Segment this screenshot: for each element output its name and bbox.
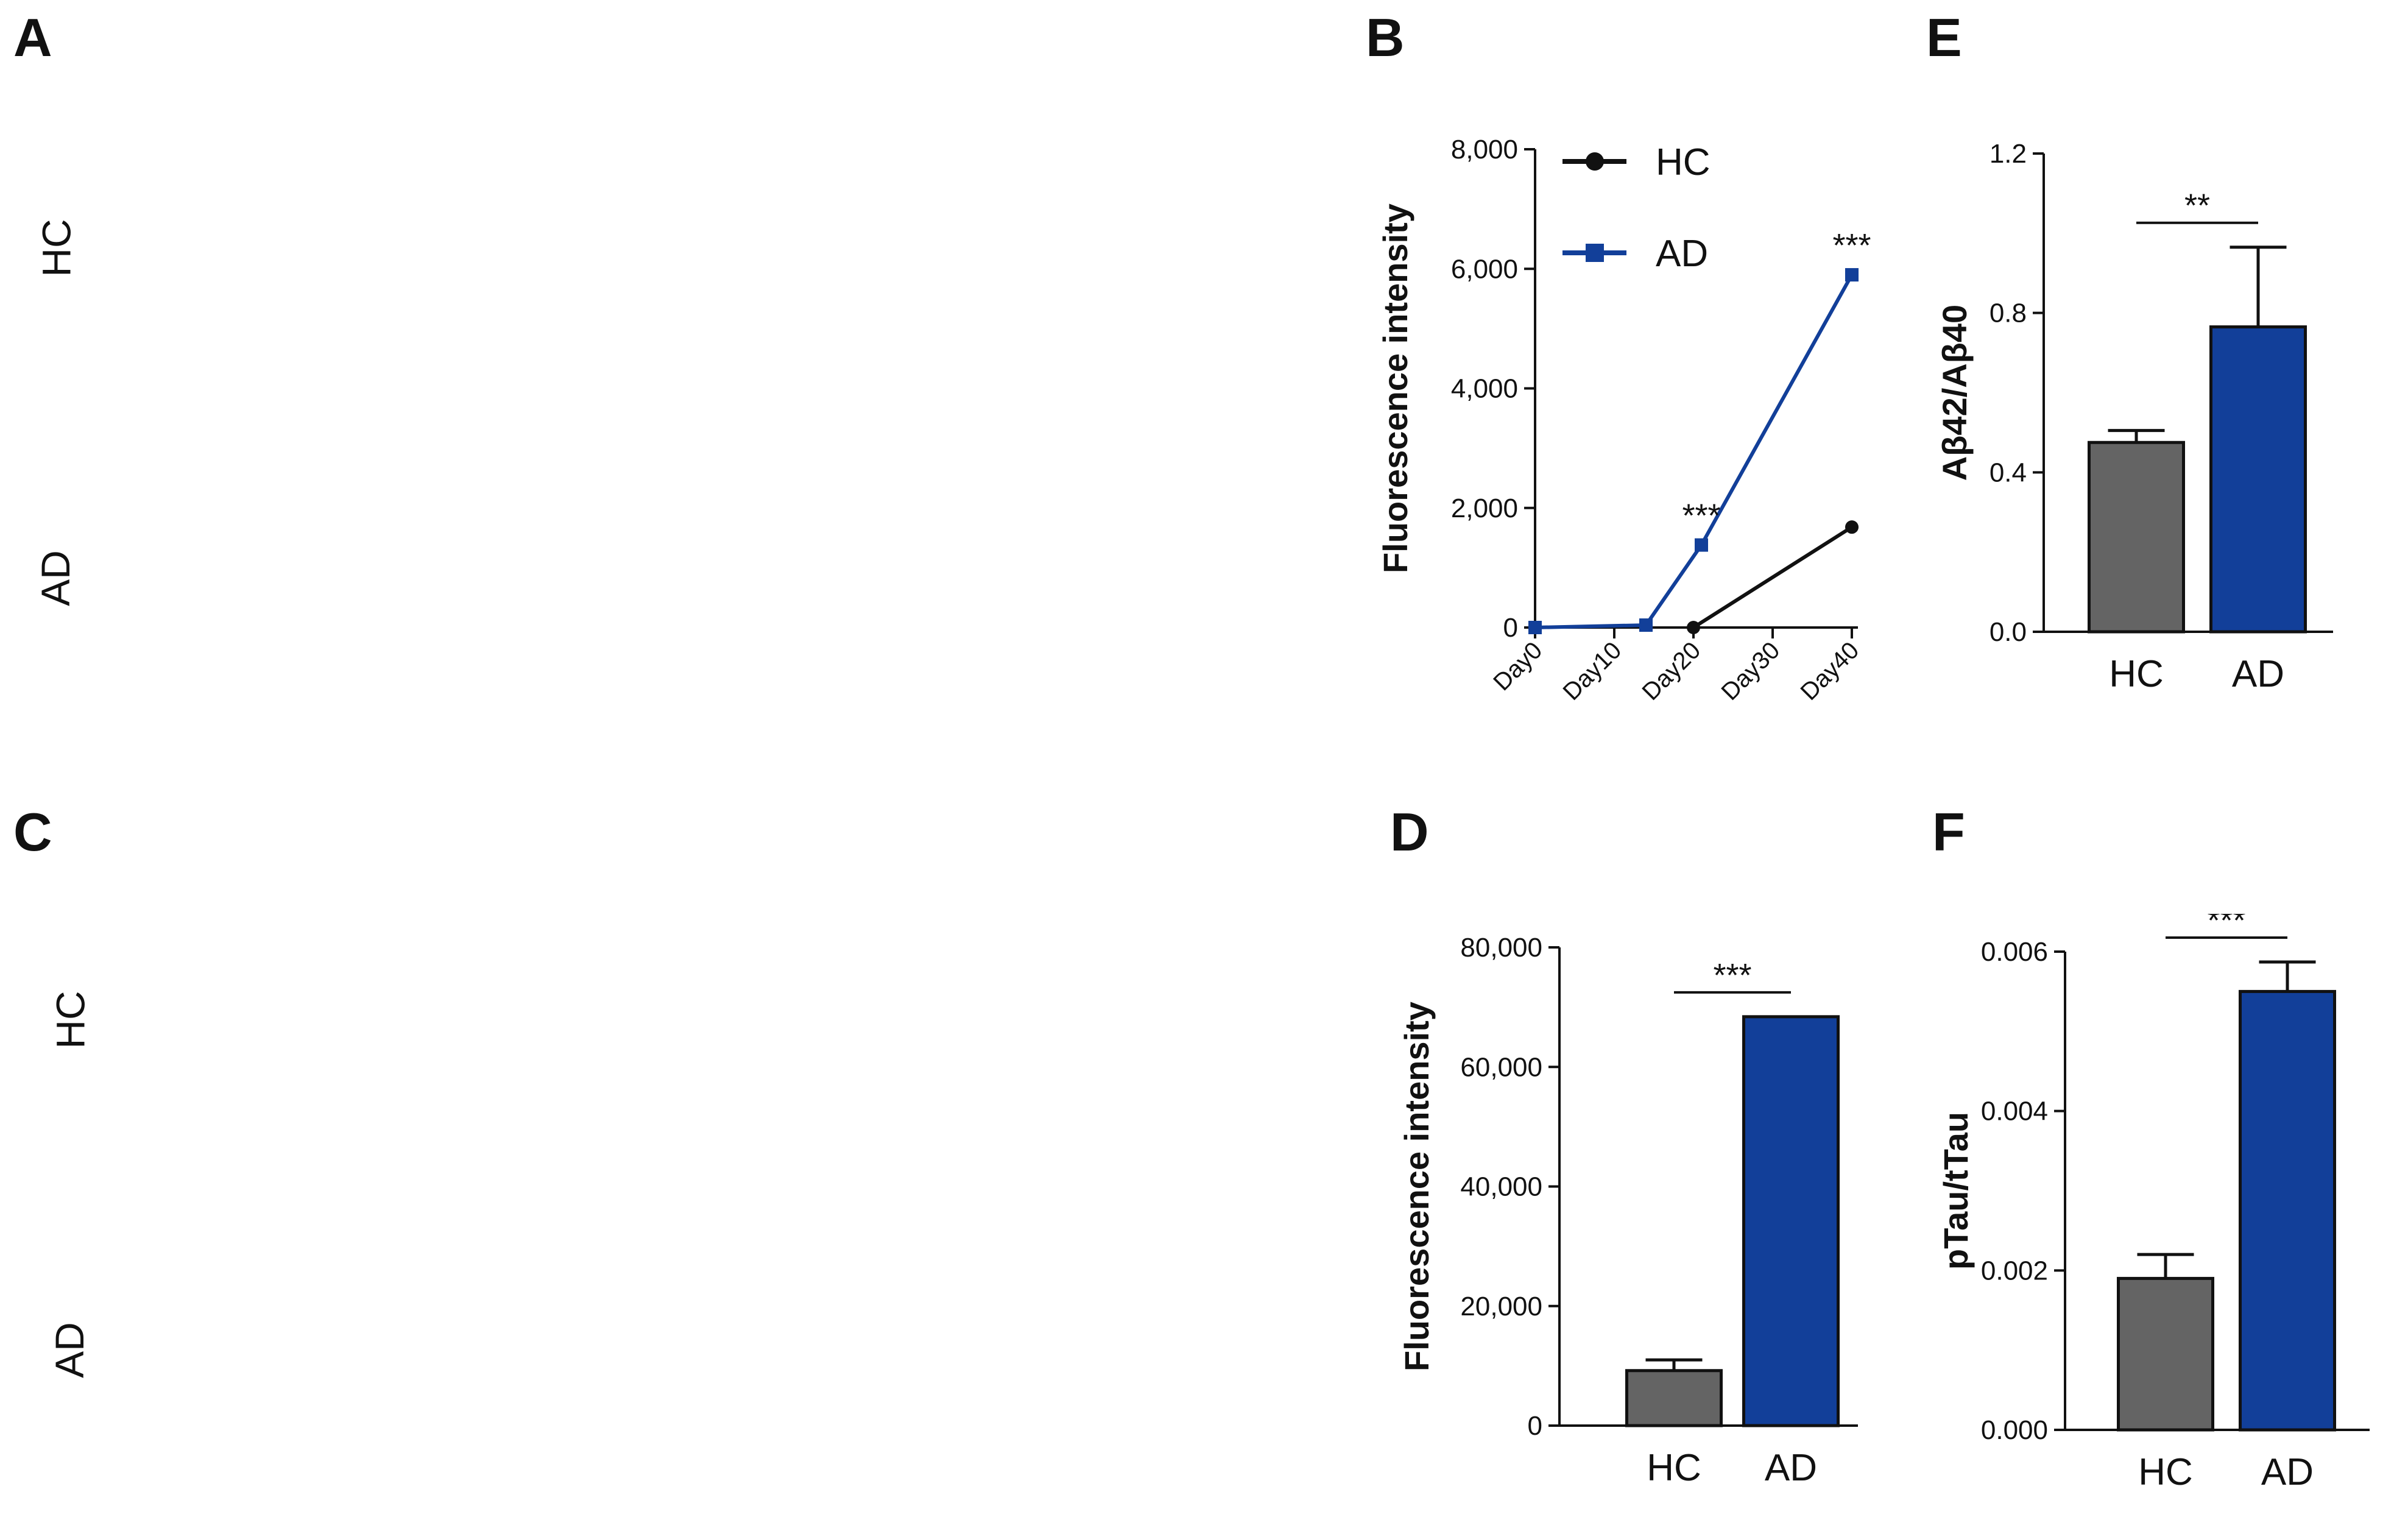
y-axis-title: pTau/tTau <box>1937 1112 1975 1270</box>
data-point-ad <box>1845 268 1859 282</box>
y-tick-label: 20,000 <box>1460 1292 1542 1321</box>
legend-label-hc: HC <box>1656 141 1711 183</box>
bar-hc <box>1625 1369 1723 1427</box>
panel-letter-a: A <box>13 7 52 68</box>
panel-c-row-label-hc: HC <box>48 991 93 1049</box>
y-tick-label: 80,000 <box>1460 933 1542 963</box>
y-tick-label: 0.000 <box>1981 1415 2048 1445</box>
y-tick-label: 0.006 <box>1981 937 2048 967</box>
y-axis-title: Aβ42/Aβ40 <box>1935 305 1974 481</box>
x-tick-label: HC <box>1647 1447 1701 1489</box>
panel-letter-f: F <box>1932 802 1965 862</box>
chart-e-bar-chart: 0.0 0.4 0.8 1.2 Aβ42/Aβ40 HC AD ** <box>1935 139 2333 695</box>
data-point-ad <box>1639 618 1653 632</box>
chart-d-bar-chart: 0 20,000 40,000 60,000 80,000 Fluorescence in… <box>1397 933 1858 1489</box>
bar-ad <box>2239 989 2336 1432</box>
y-tick-label: 0.002 <box>1981 1256 2048 1285</box>
y-tick-label: 40,000 <box>1460 1172 1542 1202</box>
panel-letter-e: E <box>1926 7 1962 68</box>
panel-a-row-label-ad: AD <box>32 550 78 606</box>
y-tick-label: 0.0 <box>1990 617 2027 647</box>
x-tick-label: AD <box>2261 1451 2314 1493</box>
legend-label-ad: AD <box>1656 233 1708 275</box>
x-tick-label: HC <box>2109 653 2164 695</box>
panel-letter-b: B <box>1366 7 1405 68</box>
y-tick-label: 0.8 <box>1990 299 2027 328</box>
y-tick-label: 1.2 <box>1990 139 2027 169</box>
x-tick-label: Day0 <box>1488 637 1547 696</box>
y-tick-label: 0 <box>1528 1411 1542 1441</box>
x-tick-label: Day40 <box>1795 637 1864 705</box>
data-point-ad <box>1528 621 1542 634</box>
panel-c-row-label-ad: AD <box>46 1322 92 1378</box>
significance-marker: *** <box>1832 227 1871 264</box>
chart-b-line-chart: 0 2,000 4,000 6,000 8,000 Fluorescence intens… <box>1376 135 1871 705</box>
significance-marker: *** <box>1713 957 1751 994</box>
significance-marker: *** <box>1682 498 1720 534</box>
significance-marker: ** <box>2184 188 2210 224</box>
series-line-ad <box>1534 274 1854 629</box>
x-tick-label: HC <box>2138 1451 2193 1493</box>
series-line-hc <box>1692 525 1853 629</box>
bar-ad <box>2209 325 2307 634</box>
data-point-hc <box>1687 621 1700 634</box>
panel-letter-c: C <box>13 802 52 862</box>
y-tick-label: 60,000 <box>1460 1052 1542 1082</box>
bar-hc <box>2088 440 2185 634</box>
legend-marker-ad <box>1586 244 1604 262</box>
x-tick-label: Day20 <box>1637 637 1706 705</box>
significance-marker: *** <box>2207 914 2245 939</box>
y-tick-label: 0.4 <box>1990 458 2027 487</box>
y-axis-title: Fluorescence intensity <box>1376 203 1414 573</box>
chart-f-bar-chart: 0.000 0.002 0.004 0.006 pTau/tTau HC AD *** <box>1937 914 2370 1493</box>
x-tick-label: AD <box>1765 1447 1817 1489</box>
bar-hc <box>2117 1276 2214 1432</box>
legend-marker-hc <box>1586 152 1604 171</box>
y-axis-title: Fluorescence intensity <box>1397 1002 1436 1371</box>
panel-letter-d: D <box>1390 802 1429 862</box>
x-tick-label: Day10 <box>1558 637 1626 705</box>
y-tick-label: 4,000 <box>1451 374 1518 404</box>
data-point-hc <box>1845 520 1859 534</box>
x-tick-label: Day30 <box>1716 637 1785 705</box>
y-tick-label: 8,000 <box>1451 135 1518 164</box>
y-tick-label: 2,000 <box>1451 493 1518 523</box>
bar-ad <box>1742 1015 1840 1427</box>
x-tick-label: AD <box>2232 653 2284 695</box>
panel-a-row-label-hc: HC <box>34 219 79 277</box>
y-tick-label: 0.004 <box>1981 1097 2048 1126</box>
y-tick-label: 6,000 <box>1451 254 1518 284</box>
y-tick-label: 0 <box>1503 613 1518 643</box>
data-point-ad <box>1695 538 1708 552</box>
